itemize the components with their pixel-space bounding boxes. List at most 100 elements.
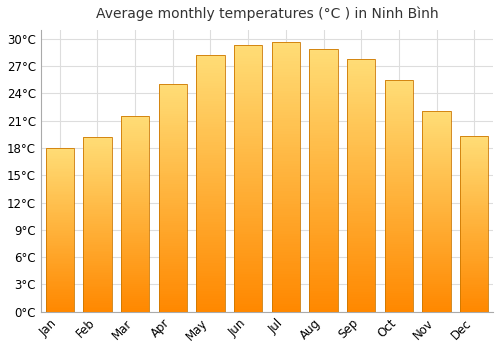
Bar — [310, 230, 338, 233]
Bar — [234, 154, 262, 157]
Bar — [460, 305, 488, 307]
Bar — [158, 84, 187, 312]
Bar — [460, 280, 488, 282]
Bar — [347, 162, 376, 165]
Bar — [196, 276, 224, 278]
Bar — [310, 109, 338, 112]
Bar — [460, 185, 488, 187]
Bar — [46, 199, 74, 200]
Bar — [46, 272, 74, 274]
Bar — [234, 66, 262, 69]
Bar — [234, 213, 262, 216]
Bar — [310, 49, 338, 312]
Bar — [158, 221, 187, 223]
Bar — [460, 287, 488, 289]
Bar — [84, 191, 112, 193]
Bar — [46, 210, 74, 212]
Bar — [422, 154, 450, 155]
Bar — [460, 190, 488, 192]
Bar — [121, 239, 150, 241]
Bar — [158, 109, 187, 112]
Bar — [460, 268, 488, 270]
Bar — [121, 271, 150, 273]
Bar — [422, 236, 450, 238]
Bar — [272, 206, 300, 209]
Bar — [272, 228, 300, 231]
Bar — [196, 296, 224, 299]
Bar — [347, 160, 376, 162]
Bar — [196, 271, 224, 273]
Bar — [347, 307, 376, 309]
Bar — [158, 96, 187, 98]
Bar — [422, 168, 450, 169]
Bar — [384, 219, 413, 221]
Bar — [347, 155, 376, 158]
Bar — [347, 296, 376, 299]
Bar — [272, 301, 300, 304]
Bar — [158, 121, 187, 123]
Bar — [196, 301, 224, 304]
Bar — [422, 276, 450, 278]
Bar — [234, 192, 262, 194]
Bar — [121, 216, 150, 218]
Bar — [196, 58, 224, 60]
Bar — [121, 183, 150, 184]
Bar — [196, 304, 224, 307]
Bar — [384, 173, 413, 175]
Bar — [384, 168, 413, 170]
Bar — [158, 300, 187, 303]
Bar — [384, 152, 413, 154]
Bar — [460, 270, 488, 271]
Bar — [422, 264, 450, 266]
Bar — [121, 169, 150, 171]
Bar — [46, 233, 74, 235]
Bar — [234, 128, 262, 131]
Bar — [196, 114, 224, 117]
Bar — [158, 218, 187, 221]
Bar — [158, 118, 187, 121]
Bar — [384, 258, 413, 261]
Bar — [158, 105, 187, 107]
Bar — [347, 127, 376, 130]
Bar — [347, 119, 376, 122]
Bar — [422, 274, 450, 276]
Bar — [460, 201, 488, 203]
Bar — [46, 259, 74, 261]
Bar — [84, 179, 112, 181]
Bar — [460, 224, 488, 226]
Bar — [460, 257, 488, 259]
Bar — [422, 204, 450, 205]
Bar — [121, 177, 150, 178]
Bar — [310, 270, 338, 272]
Bar — [234, 144, 262, 146]
Bar — [422, 180, 450, 182]
Bar — [158, 93, 187, 96]
Bar — [272, 123, 300, 126]
Bar — [196, 260, 224, 263]
Bar — [158, 194, 187, 196]
Bar — [234, 146, 262, 149]
Bar — [384, 254, 413, 256]
Bar — [460, 154, 488, 155]
Bar — [46, 267, 74, 269]
Bar — [121, 188, 150, 190]
Bar — [121, 141, 150, 144]
Bar — [310, 135, 338, 138]
Bar — [384, 184, 413, 187]
Bar — [234, 117, 262, 120]
Bar — [272, 66, 300, 69]
Bar — [384, 110, 413, 112]
Bar — [196, 135, 224, 137]
Bar — [347, 261, 376, 264]
Bar — [460, 271, 488, 273]
Bar — [384, 309, 413, 312]
Bar — [121, 245, 150, 247]
Bar — [310, 151, 338, 154]
Bar — [158, 209, 187, 212]
Bar — [158, 285, 187, 287]
Bar — [347, 158, 376, 160]
Bar — [272, 252, 300, 255]
Bar — [46, 277, 74, 279]
Bar — [234, 136, 262, 138]
Bar — [310, 307, 338, 309]
